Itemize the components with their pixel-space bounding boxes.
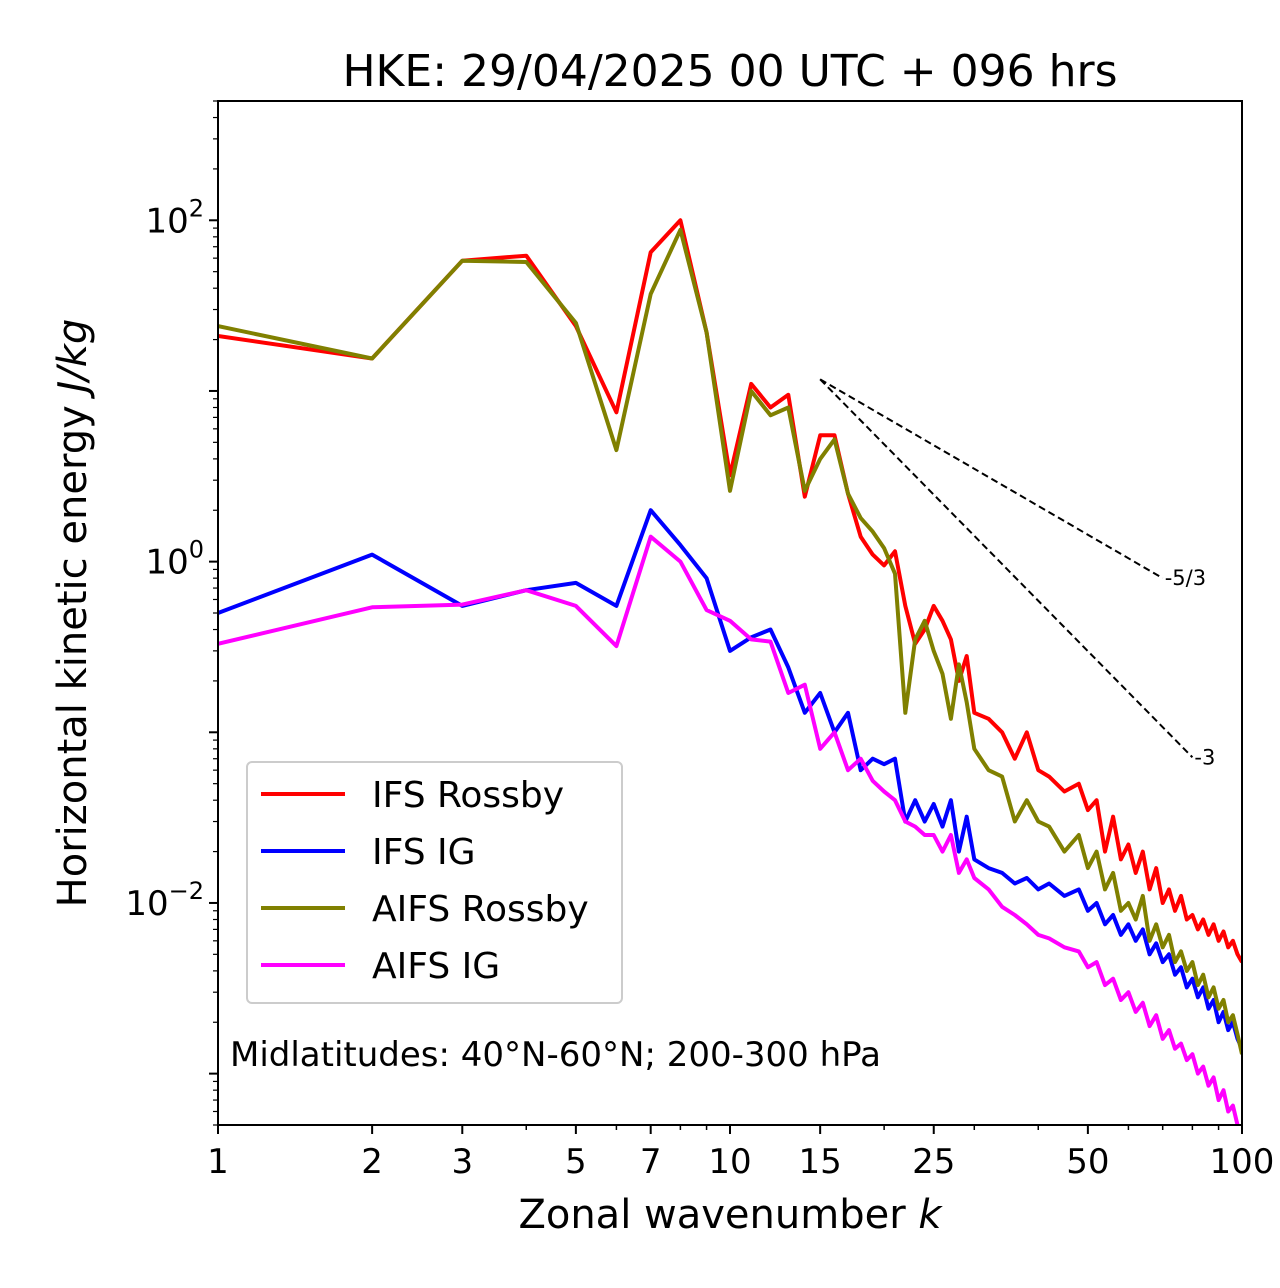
chart-title: HKE: 29/04/2025 00 UTC + 096 hrs [342, 46, 1117, 97]
y-tick-label: 102 [145, 194, 204, 241]
reference-slope-labels: -5/3 -3 [1165, 566, 1216, 769]
x-tick-label: 3 [451, 1142, 473, 1182]
x-tick-label: 15 [799, 1142, 842, 1182]
x-tick-label: 1 [207, 1142, 229, 1182]
reference-line-slope [819, 378, 1194, 758]
reference-slope-lines [819, 378, 1194, 758]
x-tick-label: 50 [1066, 1142, 1109, 1182]
legend-label-aifs-rossby: AIFS Rossby [372, 889, 589, 930]
x-tick-label: 5 [565, 1142, 587, 1182]
legend-label-ifs-rossby: IFS Rossby [372, 775, 564, 816]
x-tick-label: 25 [912, 1142, 955, 1182]
series-line-aifs-ig [218, 534, 1240, 1125]
series-line-aifs-rossby [218, 227, 1242, 1055]
reference-line-label: -3 [1194, 745, 1215, 769]
y-tick-label: 100 [145, 536, 204, 583]
x-tick-label: 10 [708, 1142, 751, 1182]
legend-label-ifs-ig: IFS IG [372, 832, 476, 873]
y-tick-label: 10−2 [125, 877, 204, 924]
x-tick-label: 100 [1210, 1142, 1275, 1182]
region-annotation: Midlatitudes: 40°N-60°N; 200-300 hPa [230, 1035, 881, 1075]
y-axis-label: Horizontal kinetic energy J/kg [50, 319, 96, 908]
legend-box [246, 761, 623, 1004]
series-line-ifs-rossby [218, 218, 1242, 964]
reference-line-slope [819, 378, 1164, 580]
x-axis-ticks: 1 2 3 5 7 10 15 25 50 100 [207, 1125, 1274, 1182]
series-layer [218, 218, 1242, 1125]
x-tick-label: 7 [640, 1142, 662, 1182]
x-axis-label: Zonal wavenumber k [518, 1192, 943, 1238]
legend: IFS Rossby IFS IG AIFS Rossby AIFS IG [246, 761, 623, 1004]
y-axis-ticks: 102 100 10−2 [125, 100, 218, 1126]
legend-label-aifs-ig: AIFS IG [372, 946, 500, 987]
reference-line-label: -5/3 [1165, 566, 1206, 590]
series-line-ifs-ig [218, 508, 1242, 1050]
x-tick-label: 2 [361, 1142, 383, 1182]
